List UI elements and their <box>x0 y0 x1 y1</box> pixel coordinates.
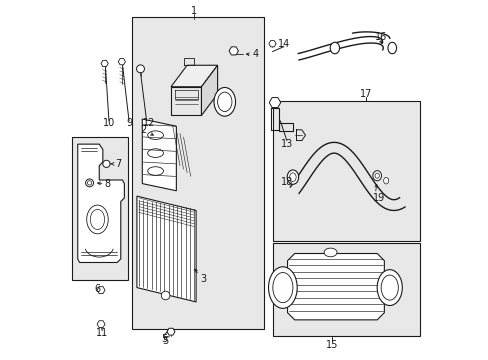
Text: 14: 14 <box>277 39 289 49</box>
Text: 12: 12 <box>143 118 155 128</box>
Ellipse shape <box>161 291 169 300</box>
Ellipse shape <box>272 273 292 303</box>
Polygon shape <box>287 253 384 320</box>
Polygon shape <box>171 65 217 87</box>
Text: 17: 17 <box>360 89 372 99</box>
Text: 11: 11 <box>96 328 108 338</box>
Text: 18: 18 <box>281 177 293 187</box>
Text: 1: 1 <box>191 6 197 17</box>
Ellipse shape <box>268 267 297 309</box>
Ellipse shape <box>374 173 379 178</box>
Text: 16: 16 <box>374 32 386 41</box>
Ellipse shape <box>147 167 163 175</box>
Text: 6: 6 <box>94 284 101 294</box>
Ellipse shape <box>380 275 398 300</box>
Bar <box>273 243 419 336</box>
Polygon shape <box>142 119 176 191</box>
Text: 13: 13 <box>280 139 292 149</box>
Text: 8: 8 <box>104 179 110 189</box>
Text: 3: 3 <box>200 274 206 284</box>
Ellipse shape <box>147 149 163 157</box>
Ellipse shape <box>387 42 396 54</box>
Ellipse shape <box>86 205 108 234</box>
Text: 2: 2 <box>140 125 146 135</box>
Ellipse shape <box>147 131 163 139</box>
Polygon shape <box>201 65 217 116</box>
Ellipse shape <box>214 87 235 116</box>
Text: 10: 10 <box>102 118 115 128</box>
Ellipse shape <box>324 248 336 257</box>
Bar <box>131 17 264 329</box>
Ellipse shape <box>87 181 92 185</box>
Ellipse shape <box>102 160 110 167</box>
Text: 19: 19 <box>372 193 385 203</box>
Polygon shape <box>137 196 196 302</box>
Ellipse shape <box>286 170 298 184</box>
Text: 5: 5 <box>162 336 168 346</box>
Ellipse shape <box>85 179 93 187</box>
Bar <box>273 101 419 241</box>
Ellipse shape <box>383 177 388 184</box>
Ellipse shape <box>372 171 381 181</box>
Ellipse shape <box>90 210 104 229</box>
Text: 9: 9 <box>126 118 132 128</box>
Ellipse shape <box>217 92 231 112</box>
Text: 4: 4 <box>252 49 258 59</box>
Text: 7: 7 <box>115 159 121 169</box>
Text: 15: 15 <box>325 340 338 350</box>
Ellipse shape <box>136 65 144 73</box>
Ellipse shape <box>376 270 402 306</box>
Ellipse shape <box>329 42 339 54</box>
Text: 5: 5 <box>161 333 166 343</box>
Ellipse shape <box>289 173 296 181</box>
Bar <box>72 137 128 280</box>
Polygon shape <box>171 87 201 116</box>
Polygon shape <box>78 144 124 262</box>
